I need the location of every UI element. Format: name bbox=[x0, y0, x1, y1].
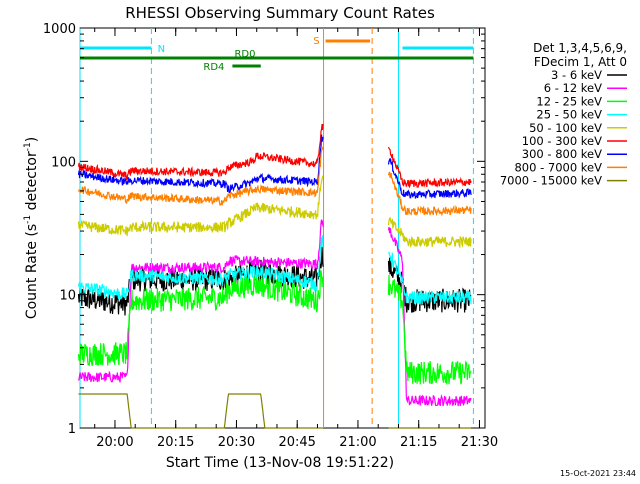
legend-label: 50 - 100 keV bbox=[529, 121, 602, 135]
y-tick-label: 10 bbox=[59, 289, 76, 304]
y-axis-title-end: ) bbox=[24, 137, 40, 142]
series-line bbox=[77, 145, 472, 217]
y-tick-label: 100 bbox=[51, 155, 76, 170]
y-tick-label: 1 bbox=[68, 422, 76, 437]
y-axis-title: Count Rate (s-1 detector-1) bbox=[23, 137, 40, 319]
x-axis-title: Start Time (13-Nov-08 19:51:22) bbox=[166, 455, 394, 471]
legend-label: 300 - 800 keV bbox=[522, 147, 602, 161]
series-layer bbox=[77, 123, 472, 429]
chart-title: RHESSI Observing Summary Count Rates bbox=[125, 4, 435, 22]
legend-label: 6 - 12 keV bbox=[544, 81, 602, 95]
x-tick-label: 20:45 bbox=[278, 435, 315, 450]
legend: Det 1,3,4,5,6,9, FDecim 1, Att 0 3 - 6 k… bbox=[500, 41, 627, 188]
flag-label: RD0 bbox=[234, 49, 255, 60]
x-tick-label: 20:30 bbox=[218, 435, 255, 450]
series-line bbox=[77, 134, 472, 200]
flags-layer: N RD0 RD4 S bbox=[80, 36, 474, 73]
legend-label: 100 - 300 keV bbox=[522, 134, 602, 148]
flag-label: S bbox=[313, 36, 319, 47]
legend-header-2: FDecim 1, Att 0 bbox=[534, 55, 627, 69]
y-axis-title-mid: detector bbox=[24, 151, 40, 215]
series-line bbox=[77, 246, 472, 316]
legend-label: 25 - 50 keV bbox=[536, 108, 602, 122]
x-tick-label: 20:00 bbox=[96, 435, 133, 450]
series-line bbox=[77, 270, 472, 385]
x-tick-label: 20:15 bbox=[157, 435, 194, 450]
y-tick-label: 1000 bbox=[43, 22, 76, 37]
series-line bbox=[78, 393, 472, 429]
flag-label: RD4 bbox=[203, 62, 224, 73]
timestamp: 15-Oct-2021 23:44 bbox=[560, 469, 636, 478]
series-line bbox=[77, 175, 472, 249]
x-tick-label: 21:00 bbox=[339, 435, 376, 450]
legend-label: 800 - 7000 keV bbox=[514, 160, 602, 174]
legend-label: 7000 - 15000 keV bbox=[500, 174, 602, 188]
y-axis-title-base: Count Rate (s bbox=[24, 224, 40, 319]
y-axis-title-sup1: -1 bbox=[23, 215, 33, 224]
legend-label: 3 - 6 keV bbox=[551, 68, 602, 82]
series-line bbox=[77, 234, 472, 305]
ticks-layer: 20:00 20:15 20:30 20:45 21:00 21:15 21:30 1 10 10… bbox=[43, 22, 498, 450]
flag-label: N bbox=[158, 44, 165, 55]
series-line bbox=[77, 123, 472, 189]
x-tick-label: 21:15 bbox=[400, 435, 437, 450]
legend-label: 12 - 25 keV bbox=[536, 94, 602, 108]
legend-header-1: Det 1,3,4,5,6,9, bbox=[533, 41, 627, 55]
series-line bbox=[77, 219, 472, 407]
y-axis-title-sup2: -1 bbox=[23, 142, 33, 151]
x-tick-label: 21:30 bbox=[461, 435, 498, 450]
